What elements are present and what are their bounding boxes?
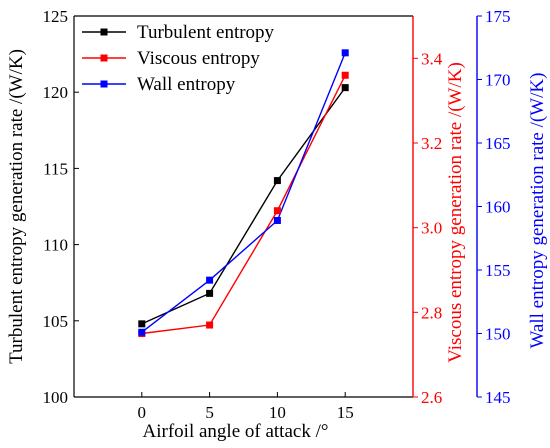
x-tick-label: 0 (138, 403, 147, 422)
left-tick-label: 115 (43, 159, 68, 178)
viscous-entropy-point (273, 207, 281, 215)
viscous-tick-label: 2.6 (421, 388, 442, 407)
wall-entropy-line (141, 52, 346, 333)
left-y-axis: 100 105 110 115 120 125 Turbulent entropy gene… (6, 7, 79, 407)
wall-entropy-legend-marker (100, 80, 108, 88)
wall-entropy-point (273, 216, 281, 224)
turbulent-entropy-point (341, 84, 349, 92)
wall-tick-label: 155 (485, 261, 511, 280)
wall-tick-label: 145 (485, 388, 511, 407)
x-tick-label: 10 (269, 403, 286, 422)
series-markers (138, 49, 349, 337)
wall-axis-label: Wall entropy generation rate /(W/K) (527, 73, 548, 349)
left-tick-label: 110 (43, 236, 68, 255)
turbulent-entropy-legend-label: Turbulent entropy (137, 22, 275, 43)
wall-tick-label: 165 (485, 134, 511, 153)
turbulent-entropy-point (138, 320, 146, 328)
wall-tick-label: 160 (485, 198, 511, 217)
left-tick-label: 125 (43, 7, 69, 26)
viscous-tick-label: 3.4 (421, 49, 443, 68)
wall-tick-label: 170 (485, 71, 511, 90)
wall-entropy-point (138, 328, 146, 336)
viscous-entropy-legend-marker (100, 54, 108, 62)
turbulent-entropy-point (273, 177, 281, 185)
plot-frame (73, 15, 478, 398)
series-lines (141, 52, 346, 335)
viscous-tick-label: 3.2 (421, 134, 442, 153)
viscous-entropy-point (341, 71, 349, 79)
turbulent-entropy-legend-marker (100, 28, 108, 36)
x-tick-label: 5 (205, 403, 214, 422)
viscous-tick-label: 2.8 (421, 303, 442, 322)
viscous-entropy-line (141, 74, 346, 335)
turbulent-entropy-point (206, 289, 214, 297)
viscous-entropy-legend-label: Viscous entropy (137, 48, 260, 69)
turbulent-entropy-line (141, 87, 346, 325)
wall-y-axis: 145 150 155 160 165 170 175 Wall entropy genera… (477, 7, 548, 407)
wall-entropy-point (341, 49, 349, 57)
wall-entropy-legend-label: Wall entropy (137, 74, 236, 95)
viscous-axis-label: Viscous entropy generation rate /(W/K) (445, 62, 466, 363)
wall-entropy-point (206, 276, 214, 284)
x-axis: 0 5 10 15 Airfoil angle of attack /° (138, 392, 354, 442)
x-tick-label: 15 (337, 403, 354, 422)
wall-tick-label: 150 (485, 325, 511, 344)
left-tick-label: 100 (43, 388, 69, 407)
left-tick-label: 120 (43, 83, 69, 102)
legend: Turbulent entropy Viscous entropy Wall ent… (82, 22, 275, 95)
wall-tick-label: 175 (485, 7, 511, 26)
viscous-tick-label: 3.0 (421, 219, 442, 238)
x-axis-label: Airfoil angle of attack /° (143, 421, 329, 442)
viscous-entropy-point (206, 321, 214, 329)
left-axis-label: Turbulent entropy generation rate /(W/K) (6, 49, 27, 364)
left-tick-label: 105 (43, 312, 69, 331)
